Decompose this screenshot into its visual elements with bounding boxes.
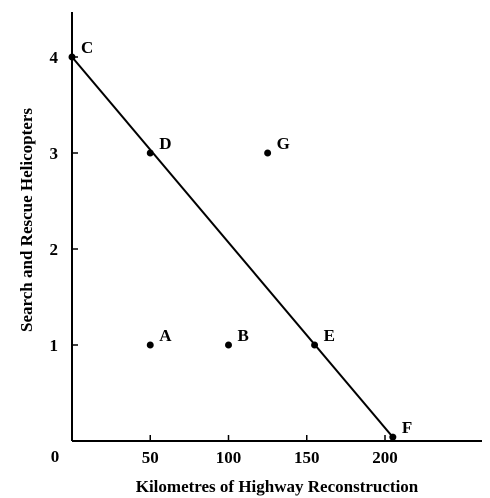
origin-label: 0 xyxy=(51,447,60,466)
frontier-line xyxy=(71,56,394,438)
points: C D G A B E F xyxy=(68,38,412,441)
point-e xyxy=(311,341,319,349)
y-tick-label: 4 xyxy=(50,48,59,67)
x-tick-label: 150 xyxy=(294,448,320,467)
x-tick-label: 200 xyxy=(372,448,398,467)
y-tick-label: 3 xyxy=(50,144,59,163)
point-label-c: C xyxy=(81,38,93,57)
x-axis-label: Kilometres of Highway Reconstruction xyxy=(136,477,419,496)
point-label-f: F xyxy=(402,418,412,437)
y-axis-label: Search and Rescue Helicopters xyxy=(17,108,36,332)
frontier xyxy=(71,56,394,438)
point-label-d: D xyxy=(159,134,171,153)
point-label-e: E xyxy=(324,326,335,345)
point-f xyxy=(389,433,397,441)
y-tick-label: 2 xyxy=(50,240,59,259)
point-a xyxy=(146,341,154,349)
y-tick-label: 1 xyxy=(50,336,59,355)
point-c xyxy=(68,53,76,61)
point-g xyxy=(264,149,272,157)
point-b xyxy=(225,341,232,349)
point-label-b: B xyxy=(238,326,249,345)
x-tick-label: 100 xyxy=(216,448,242,467)
ticks: 50 100 150 200 1 2 3 4 xyxy=(50,48,398,467)
point-label-g: G xyxy=(277,134,290,153)
axes xyxy=(71,12,482,442)
point-d xyxy=(146,149,154,157)
x-tick-label: 50 xyxy=(142,448,159,467)
point-label-a: A xyxy=(159,326,172,345)
